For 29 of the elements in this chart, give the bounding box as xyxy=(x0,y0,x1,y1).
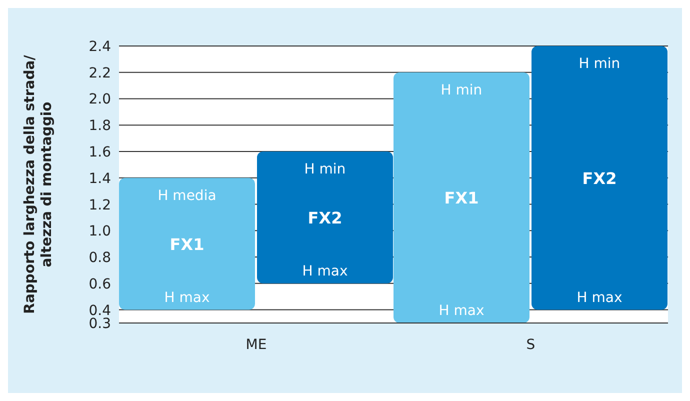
annotation: H max xyxy=(302,263,348,280)
y-axis-title: Rapporto larghezza della strada/ altezza di montaggio xyxy=(22,54,55,314)
x-tick-label: ME xyxy=(246,336,267,353)
text: FX1 xyxy=(444,188,479,208)
series-label: FX1 xyxy=(170,234,204,254)
text: FX2 xyxy=(308,208,342,228)
y-tick-label: 2.2 xyxy=(88,65,111,82)
annotation: H max xyxy=(438,303,484,319)
annotation: H max xyxy=(576,290,622,306)
series-label: FX2 xyxy=(582,168,617,188)
annotation: H min xyxy=(578,56,620,72)
bar xyxy=(257,152,393,284)
x-tick-label: S xyxy=(526,336,536,353)
y-tick-label: 2.0 xyxy=(88,92,111,108)
y-tick-label: 2.4 xyxy=(88,38,112,55)
bar xyxy=(119,178,255,310)
y-tick-label: 1.4 xyxy=(88,170,112,187)
y-tick-label: 1.6 xyxy=(88,144,112,160)
y-tick-label: 1.0 xyxy=(88,224,111,240)
y-tick-label: 0.8 xyxy=(88,250,111,266)
bar xyxy=(532,46,668,310)
annotation: H max xyxy=(164,290,210,306)
annotation: H media xyxy=(158,188,216,204)
annotation: H min xyxy=(440,82,482,98)
y-tick-label: 1.2 xyxy=(88,197,111,214)
y-tick-label: 0.6 xyxy=(88,276,112,292)
annotation: H min xyxy=(304,162,346,178)
y-tick-label: 1.8 xyxy=(88,118,111,134)
bar xyxy=(394,72,530,323)
